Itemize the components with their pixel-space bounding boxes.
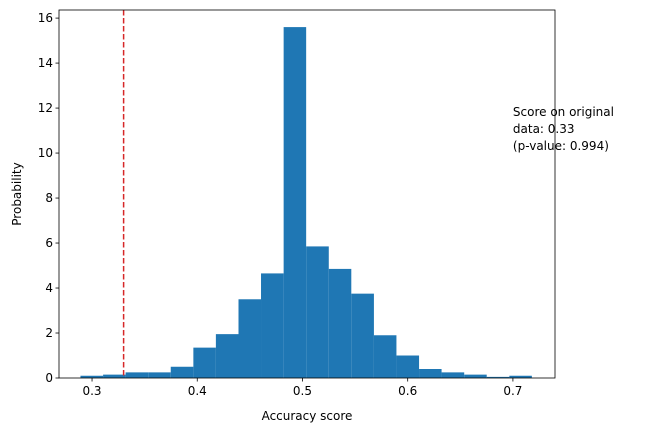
bar [351, 293, 374, 378]
y-tick-label: 0 [45, 371, 53, 385]
x-tick-label: 0.3 [82, 384, 101, 398]
bar [193, 347, 216, 378]
bar [261, 273, 284, 378]
y-tick-label: 12 [38, 101, 53, 115]
bar [509, 375, 532, 378]
annotation: (p-value: 0.994) [513, 139, 609, 153]
bar [419, 369, 442, 378]
y-tick-label: 2 [45, 326, 53, 340]
bar [464, 374, 487, 378]
y-tick-label: 14 [38, 56, 53, 70]
bar [396, 355, 420, 378]
x-tick-label: 0.4 [188, 384, 207, 398]
plot-frame [58, 9, 556, 379]
y-axis-label: Probability [10, 162, 24, 225]
annotation: data: 0.33 [513, 122, 575, 136]
bar [215, 334, 239, 378]
bar [373, 335, 397, 378]
x-tick-label: 0.6 [398, 384, 417, 398]
y-tick-label: 8 [45, 191, 53, 205]
bar [125, 372, 149, 378]
bar [283, 27, 307, 378]
bar [328, 268, 352, 378]
bar [306, 246, 329, 378]
y-tick-label: 10 [38, 146, 53, 160]
x-tick-label: 0.7 [503, 384, 522, 398]
y-tick-label: 4 [45, 281, 53, 295]
bar [80, 375, 104, 378]
annotation: Score on original [513, 105, 614, 119]
x-axis-label: Accuracy score [262, 409, 353, 423]
bar [148, 372, 171, 378]
bar [170, 366, 194, 378]
bar [103, 374, 126, 378]
bar [238, 299, 262, 378]
y-tick-label: 6 [45, 236, 53, 250]
x-tick-label: 0.5 [293, 384, 312, 398]
y-tick-label: 16 [38, 11, 53, 25]
bar [441, 372, 465, 378]
bar [486, 376, 510, 378]
